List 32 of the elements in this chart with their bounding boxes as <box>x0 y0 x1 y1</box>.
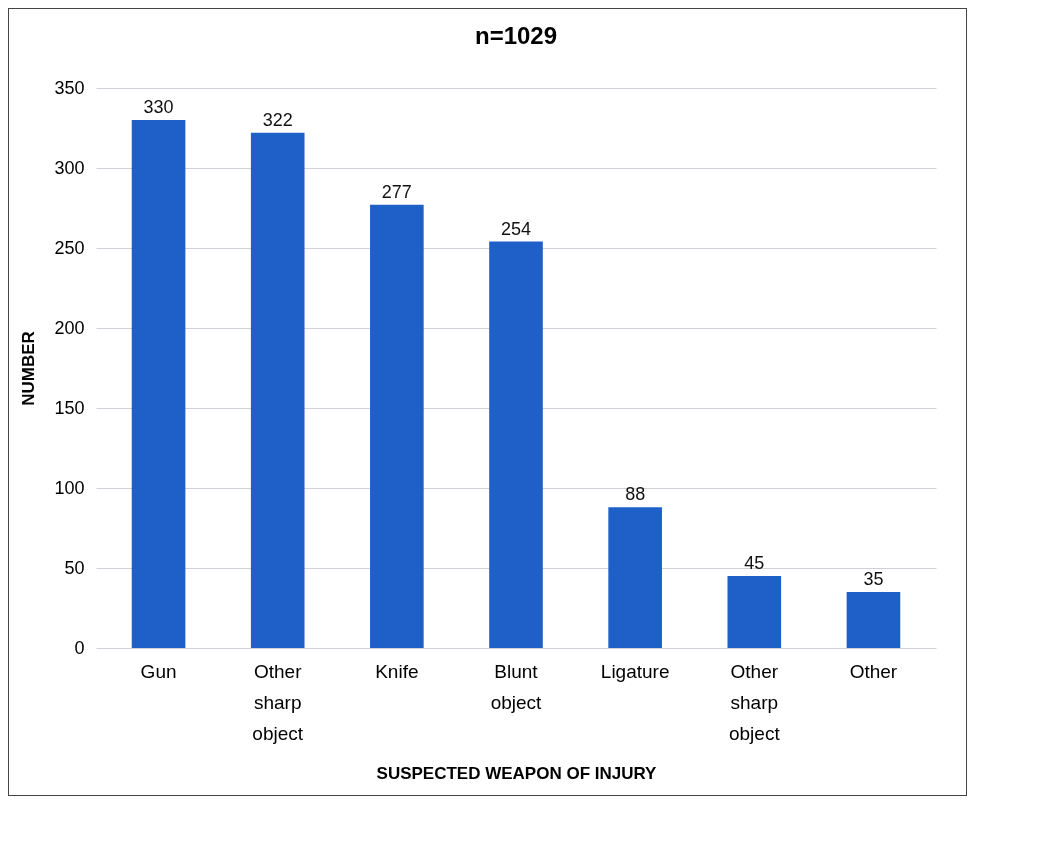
y-tick-label: 50 <box>64 557 85 578</box>
bar <box>370 204 424 648</box>
data-label: 277 <box>381 181 412 202</box>
data-label: 322 <box>262 109 293 130</box>
bar <box>131 120 186 648</box>
y-tick-label: 350 <box>54 77 85 98</box>
x-tick-label: Other <box>849 660 898 682</box>
y-tick-label: 0 <box>74 637 85 658</box>
data-label: 35 <box>863 569 884 589</box>
bar <box>846 592 901 648</box>
x-tick-label: Blunt object <box>490 660 543 713</box>
x-tick-label: Gun <box>140 660 177 682</box>
data-label: 45 <box>744 553 765 573</box>
x-tick-label: Other sharp object <box>728 660 781 744</box>
x-tick-label: Other sharp object <box>252 660 304 744</box>
y-axis-title: NUMBER <box>19 331 39 406</box>
y-tick-label: 250 <box>54 237 85 258</box>
bar <box>489 241 543 648</box>
x-tick-label: Knife <box>375 660 419 682</box>
data-label: 330 <box>143 97 174 117</box>
y-tick-label: 300 <box>54 157 85 178</box>
bar <box>250 132 305 648</box>
x-tick-label: Ligature <box>600 660 670 682</box>
data-label: 254 <box>500 218 532 239</box>
bar <box>608 507 662 648</box>
x-axis-title: SUSPECTED WEAPON OF INJURY <box>376 763 658 783</box>
data-label: 88 <box>625 484 646 505</box>
y-tick-label: 200 <box>54 317 85 338</box>
y-tick-label: 150 <box>54 397 85 418</box>
chart-title: n=1029 <box>474 22 558 49</box>
bar <box>727 576 782 648</box>
y-tick-label: 100 <box>54 477 85 498</box>
